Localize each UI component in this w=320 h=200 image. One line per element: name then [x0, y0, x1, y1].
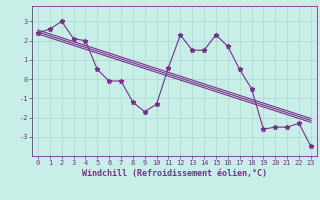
X-axis label: Windchill (Refroidissement éolien,°C): Windchill (Refroidissement éolien,°C): [82, 169, 267, 178]
